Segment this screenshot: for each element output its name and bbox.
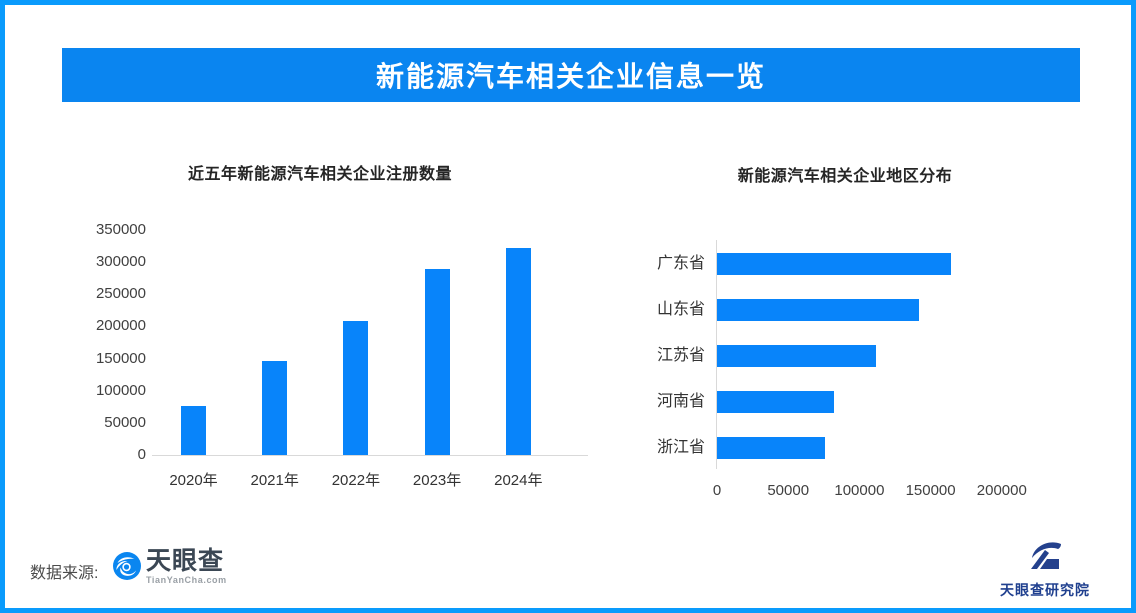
left-chart-y-tick: 150000 <box>95 349 146 367</box>
right-chart-x-tick: 150000 <box>905 482 956 499</box>
left-chart-bar-2020年 <box>181 405 206 455</box>
right-chart-plot: 广东省山东省江苏省河南省浙江省 0 50000 100000 150000 200000 <box>657 240 1073 499</box>
left-chart-plot: 2020年 2021年 2022年 2023年 2024年 <box>152 230 588 489</box>
left-chart-bar-2023年 <box>424 269 450 455</box>
left-chart-x-tick: 2022年 <box>331 472 381 489</box>
left-chart-title: 近五年新能源汽车相关企业注册数量 <box>187 166 452 183</box>
right-chart-title: 新能源汽车相关企业地区分布 <box>737 168 953 185</box>
left-chart-bar-2024年 <box>505 247 531 455</box>
tianyancha-logo-subtext: TianYanCha.com <box>146 575 227 585</box>
left-chart-y-axis: 0 50000 100000 150000 200000 250000 300000 3500… <box>84 221 146 463</box>
left-chart-x-tick: 2024年 <box>494 472 543 489</box>
left-chart-y-tick: 250000 <box>95 285 146 303</box>
left-chart-y-tick: 0 <box>137 446 146 463</box>
right-chart-category-label: 河南省 <box>656 393 705 410</box>
left-chart-x-tick: 2021年 <box>250 472 299 489</box>
left-chart-y-tick: 300000 <box>95 253 146 271</box>
right-chart-x-tick: 50000 <box>767 482 810 499</box>
left-chart-y-tick: 100000 <box>95 381 146 399</box>
right-chart-bar-江苏省 <box>717 345 877 367</box>
title-banner: 新能源汽车相关企业信息一览 <box>62 48 1080 102</box>
left-chart-y-tick: 200000 <box>95 317 146 335</box>
tianyancha-logo-icon <box>113 552 141 580</box>
right-chart-bar-河南省 <box>717 391 835 413</box>
right-chart-y-axis-line <box>716 240 717 469</box>
left-chart-x-tick: 2023年 <box>412 472 462 489</box>
right-chart-x-tick: 200000 <box>976 482 1027 499</box>
right-chart-bar-浙江省 <box>717 437 825 459</box>
left-chart-y-tick: 50000 <box>104 413 146 431</box>
right-chart-x-tick: 0 <box>712 482 722 499</box>
left-chart-bar-2022年 <box>343 320 369 455</box>
right-chart-category-label: 山东省 <box>656 301 705 318</box>
right-chart-category-label: 广东省 <box>656 255 705 272</box>
institute-logo-icon <box>1031 542 1061 569</box>
tianyancha-logo-text: 天眼查 <box>146 547 225 575</box>
left-chart-y-tick: 350000 <box>95 221 146 238</box>
right-chart-x-tick: 100000 <box>834 482 885 499</box>
right-chart-bar-山东省 <box>717 299 920 321</box>
page-title: 新能源汽车相关企业信息一览 <box>375 61 766 92</box>
left-chart-x-tick: 2020年 <box>169 472 218 489</box>
left-chart-bar-2021年 <box>262 360 288 455</box>
left-chart-x-axis-line <box>152 455 588 456</box>
right-chart-category-label: 江苏省 <box>656 347 705 364</box>
institute-logo: 天眼查研究院 <box>995 537 1095 600</box>
institute-logo-text: 天眼查研究院 <box>1000 582 1090 598</box>
tianyancha-logo: 天眼查 TianYanCha.com <box>113 549 227 585</box>
right-chart-category-label: 浙江省 <box>656 439 705 456</box>
right-chart-bar-广东省 <box>717 253 951 275</box>
data-source-label: 数据来源: <box>30 565 99 582</box>
